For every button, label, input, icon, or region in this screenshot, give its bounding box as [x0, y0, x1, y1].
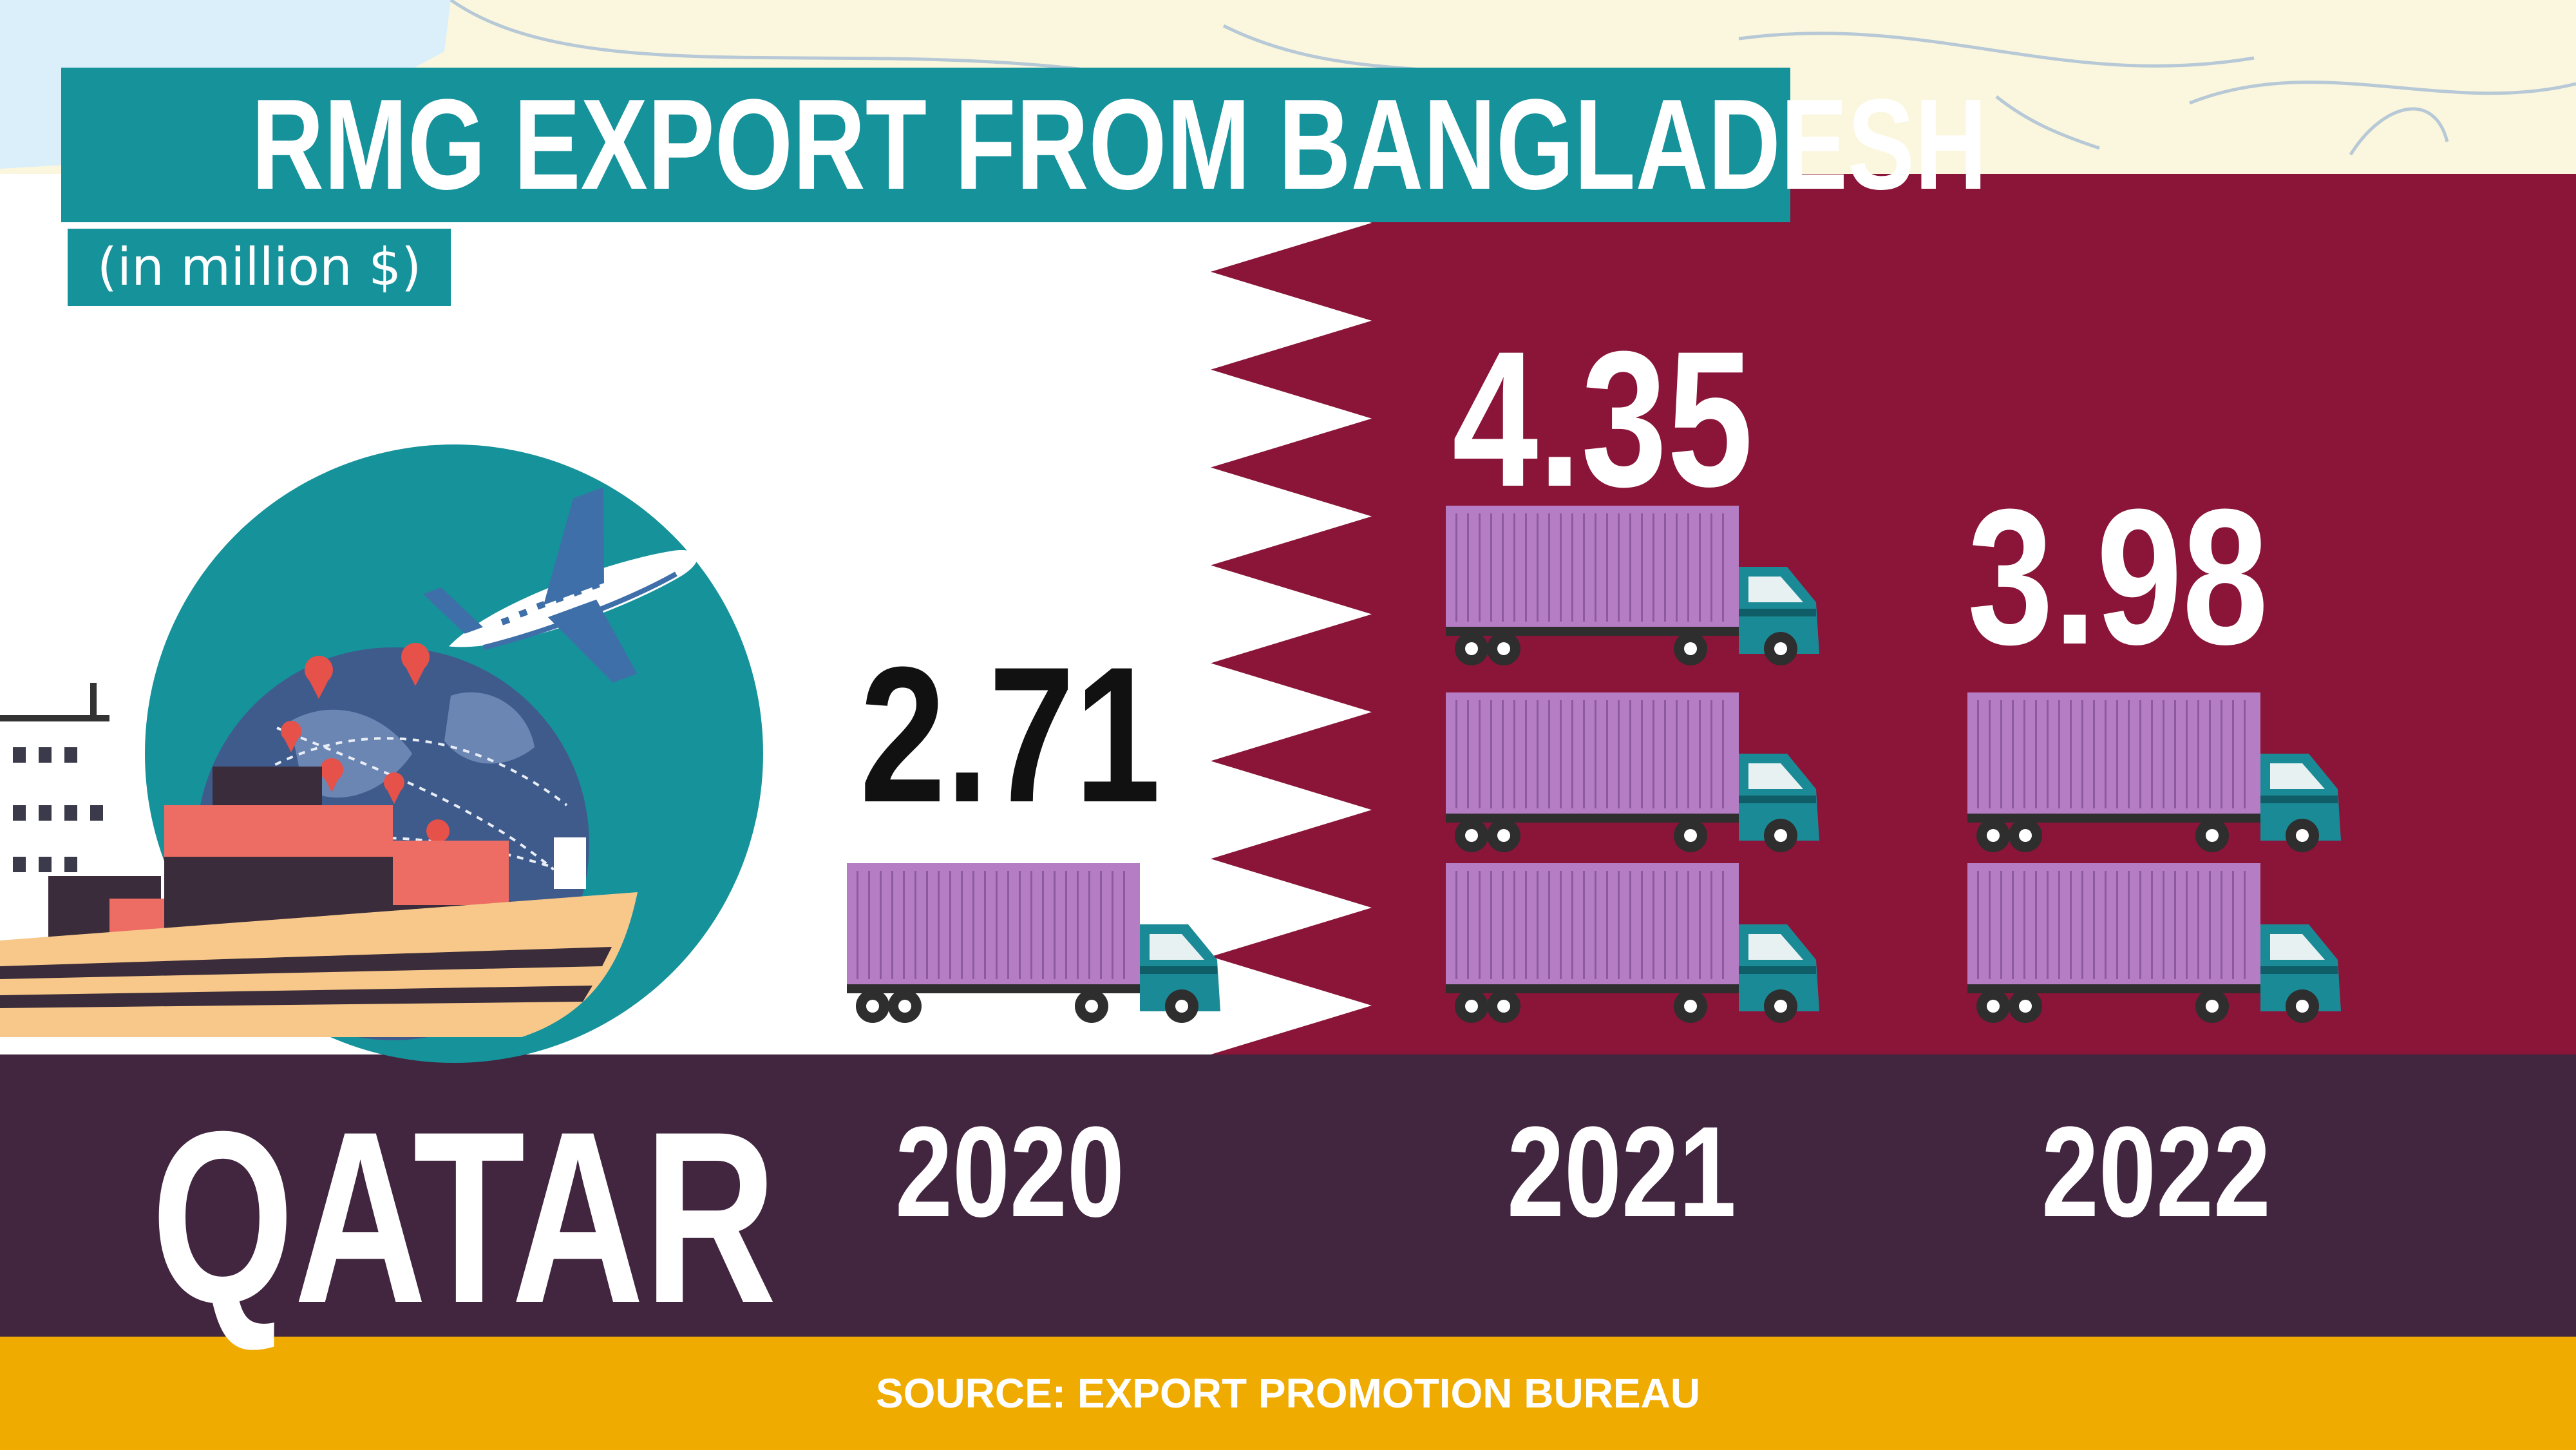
location-pin-icons	[281, 643, 450, 854]
title-banner: RMG EXPORT FROM BANGLADESH	[61, 68, 1987, 222]
trade-illustration	[0, 444, 763, 1063]
truck-cargo	[1967, 692, 2260, 815]
year-label-2020: 2020	[895, 1100, 1124, 1244]
country-label: QATAR	[151, 1080, 777, 1354]
chart-subtitle: (in million $)	[97, 237, 422, 297]
country-band	[0, 1054, 2576, 1337]
subtitle-banner: (in million $)	[68, 229, 451, 306]
truck-icons	[847, 506, 2341, 1023]
truck-cargo	[1967, 863, 2260, 986]
truck-icon-2021-3	[1446, 863, 1819, 1023]
chart-title: RMG EXPORT FROM BANGLADESH	[251, 73, 1987, 216]
value-label-2021: 4.35	[1452, 310, 1754, 527]
truck-icon-2021-2	[1446, 692, 1819, 852]
year-label-2022: 2022	[2041, 1100, 2271, 1244]
truck-cargo	[847, 863, 1140, 986]
value-label-2022: 3.98	[1967, 468, 2269, 685]
airplane-icon	[422, 487, 697, 683]
truck-icon-2022-1	[1967, 692, 2341, 852]
truck-cargo	[1446, 863, 1739, 986]
truck-cargo	[1446, 506, 1739, 628]
truck-icon-2021-1	[1446, 506, 1819, 665]
truck-cargo	[1446, 692, 1739, 815]
value-label-2020: 2.71	[860, 626, 1161, 843]
qatar-flag-zigzag	[1211, 174, 2576, 1054]
cargo-ship-icon	[0, 683, 638, 1037]
truck-icon-2020-1	[847, 863, 1220, 1023]
year-label-2021: 2021	[1507, 1100, 1736, 1244]
source-band	[0, 1337, 2576, 1450]
truck-icon-2022-2	[1967, 863, 2341, 1023]
source-note: SOURCE: EXPORT PROMOTION BUREAU	[875, 1370, 1701, 1417]
